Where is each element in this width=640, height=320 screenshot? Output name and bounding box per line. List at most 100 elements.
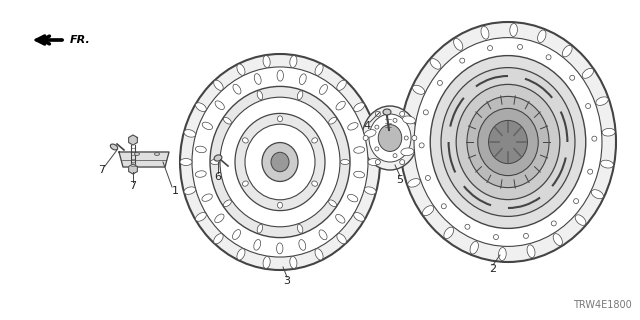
Ellipse shape — [375, 111, 380, 116]
Ellipse shape — [470, 242, 479, 254]
Ellipse shape — [277, 70, 284, 81]
Ellipse shape — [290, 56, 297, 68]
Ellipse shape — [180, 54, 380, 270]
Ellipse shape — [299, 240, 306, 250]
Ellipse shape — [348, 195, 358, 202]
Ellipse shape — [570, 75, 575, 80]
Ellipse shape — [110, 144, 118, 150]
Ellipse shape — [586, 104, 591, 108]
Ellipse shape — [257, 224, 262, 233]
Ellipse shape — [337, 234, 346, 244]
Text: 2: 2 — [490, 264, 497, 274]
Ellipse shape — [254, 74, 261, 84]
Text: 7: 7 — [99, 165, 106, 175]
Ellipse shape — [465, 224, 470, 229]
Ellipse shape — [214, 155, 222, 161]
Ellipse shape — [456, 84, 560, 200]
Ellipse shape — [254, 239, 260, 250]
Ellipse shape — [214, 80, 223, 90]
Ellipse shape — [368, 158, 380, 165]
Ellipse shape — [399, 160, 404, 164]
Ellipse shape — [290, 257, 297, 268]
Ellipse shape — [319, 84, 328, 94]
Ellipse shape — [426, 175, 430, 180]
Ellipse shape — [419, 143, 424, 148]
Ellipse shape — [378, 124, 402, 151]
Ellipse shape — [348, 123, 358, 130]
Ellipse shape — [375, 160, 380, 164]
Ellipse shape — [354, 103, 364, 111]
Ellipse shape — [214, 234, 223, 244]
Ellipse shape — [195, 146, 206, 153]
Ellipse shape — [510, 23, 517, 36]
Polygon shape — [119, 152, 169, 167]
Ellipse shape — [257, 91, 262, 100]
Text: 1: 1 — [172, 186, 179, 196]
Ellipse shape — [340, 159, 349, 164]
Text: 3: 3 — [284, 276, 291, 286]
Ellipse shape — [196, 103, 206, 111]
Ellipse shape — [602, 128, 615, 136]
Ellipse shape — [518, 44, 522, 49]
Ellipse shape — [336, 101, 346, 110]
Ellipse shape — [298, 224, 303, 233]
Text: 4: 4 — [364, 121, 371, 131]
Ellipse shape — [488, 45, 493, 51]
Ellipse shape — [232, 230, 241, 239]
Ellipse shape — [263, 257, 270, 268]
Ellipse shape — [422, 206, 434, 216]
Ellipse shape — [588, 169, 593, 174]
Ellipse shape — [573, 199, 579, 204]
Ellipse shape — [192, 67, 368, 257]
Ellipse shape — [337, 80, 346, 90]
Ellipse shape — [223, 200, 231, 207]
Ellipse shape — [134, 153, 140, 156]
Ellipse shape — [383, 109, 391, 115]
Ellipse shape — [363, 135, 368, 140]
Ellipse shape — [401, 148, 414, 156]
Ellipse shape — [582, 68, 593, 78]
Ellipse shape — [312, 181, 317, 186]
Ellipse shape — [563, 45, 572, 57]
Ellipse shape — [319, 230, 327, 240]
Ellipse shape — [596, 97, 608, 105]
Ellipse shape — [442, 204, 446, 209]
Ellipse shape — [243, 138, 248, 143]
Ellipse shape — [215, 101, 225, 109]
Ellipse shape — [414, 38, 602, 246]
Ellipse shape — [441, 68, 575, 216]
Ellipse shape — [546, 55, 551, 60]
Ellipse shape — [527, 245, 535, 258]
Ellipse shape — [262, 143, 298, 181]
Ellipse shape — [592, 136, 597, 141]
Ellipse shape — [195, 171, 206, 177]
Ellipse shape — [329, 200, 337, 207]
Ellipse shape — [300, 74, 306, 84]
Ellipse shape — [400, 22, 616, 262]
Ellipse shape — [196, 212, 206, 221]
Ellipse shape — [202, 122, 212, 130]
Ellipse shape — [600, 160, 613, 168]
Ellipse shape — [437, 80, 442, 85]
Ellipse shape — [553, 234, 563, 245]
Ellipse shape — [430, 56, 586, 228]
Ellipse shape — [276, 243, 283, 254]
Ellipse shape — [375, 125, 379, 129]
Ellipse shape — [235, 113, 325, 211]
Ellipse shape — [493, 235, 499, 240]
Ellipse shape — [454, 38, 463, 50]
Ellipse shape — [245, 124, 315, 200]
Ellipse shape — [233, 84, 241, 94]
Ellipse shape — [315, 64, 323, 75]
Ellipse shape — [210, 86, 350, 237]
Text: 6: 6 — [214, 172, 221, 182]
Ellipse shape — [362, 106, 418, 170]
Ellipse shape — [335, 214, 345, 223]
Ellipse shape — [354, 147, 365, 153]
Ellipse shape — [312, 138, 317, 143]
Ellipse shape — [369, 114, 411, 162]
Ellipse shape — [263, 56, 270, 68]
Ellipse shape — [223, 117, 231, 124]
Ellipse shape — [364, 187, 376, 194]
Ellipse shape — [524, 233, 529, 238]
